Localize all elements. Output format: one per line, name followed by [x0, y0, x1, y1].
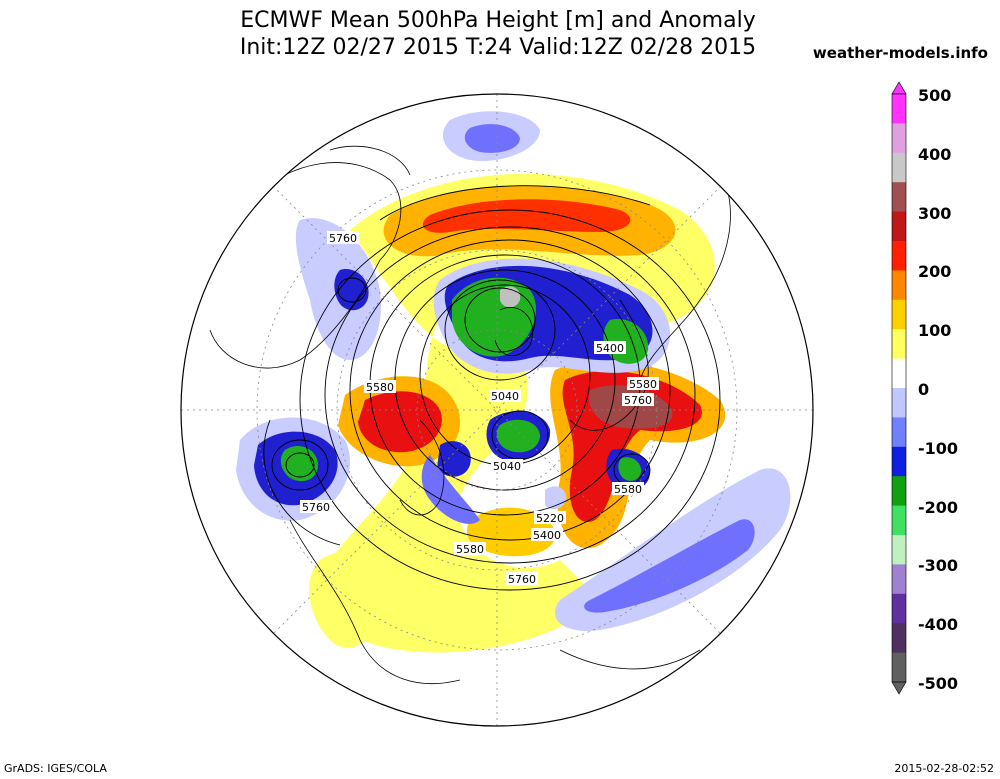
colorbar-cell [892, 358, 906, 389]
colorbar-tick-label: -200 [918, 497, 959, 517]
colorbar-cell [892, 652, 906, 683]
svg-text:5040: 5040 [493, 460, 521, 473]
contour-label: 5580 [454, 542, 486, 556]
contour-label: 5580 [612, 482, 644, 496]
svg-text:5400: 5400 [596, 342, 624, 355]
colorbar-cell [892, 329, 906, 360]
colorbar-tick-label: 400 [918, 144, 952, 164]
colorbar-tick-label: -500 [918, 674, 959, 693]
colorbar-cell [892, 623, 906, 654]
map-subtitle: Init:12Z 02/27 2015 T:24 Valid:12Z 02/28… [239, 35, 757, 60]
colorbar-cell [892, 299, 906, 330]
contour-label: 5220 [534, 511, 566, 525]
colorbar-tick-label: 100 [918, 321, 952, 341]
colorbar-cell [892, 211, 906, 242]
colorbar-cell [892, 417, 906, 448]
graticule [181, 94, 813, 726]
svg-text:5580: 5580 [456, 543, 484, 556]
colorbar-cell [892, 123, 906, 154]
colorbar-cell [892, 593, 906, 624]
colorbar-cell [892, 446, 906, 477]
colorbar-tick-label: -400 [918, 615, 959, 635]
colorbar-cell [892, 94, 906, 124]
contour-label: 5040 [489, 389, 521, 403]
contour-label: 5400 [594, 341, 626, 355]
colorbar-cell [892, 505, 906, 536]
colorbar-cell [892, 564, 906, 595]
svg-text:5040: 5040 [491, 390, 519, 403]
contour-label: 5760 [327, 231, 359, 245]
svg-text:5580: 5580 [366, 381, 394, 394]
contour-label: 5040 [491, 459, 523, 473]
colorbar-tick-label: 0 [918, 380, 930, 399]
colorbar-cell [892, 535, 906, 565]
contour-label: 5760 [506, 572, 538, 586]
contour-label: 5760 [300, 500, 332, 514]
contour-label-group: 5760 5580 5400 5580 5760 5040 5040 5220 5400 5580… [300, 231, 659, 586]
footer-right: 2015-02-28-02:52 [894, 762, 994, 775]
colorbar-cell [892, 476, 906, 507]
colorbar-bottom-arrow [891, 681, 907, 695]
contour-label: 5580 [364, 380, 396, 394]
colorbar-tick-label: -100 [918, 438, 959, 458]
colorbar-cell [892, 270, 906, 301]
map-boundary [180, 93, 814, 727]
colorbar [891, 81, 907, 695]
contour-label: 5760 [622, 393, 654, 407]
colorbar-cell [892, 241, 906, 271]
colorbar-tick-label: 200 [918, 262, 952, 282]
svg-text:5760: 5760 [508, 573, 536, 586]
site-label: weather-models.info [812, 44, 988, 62]
svg-text:5220: 5220 [536, 512, 564, 525]
svg-text:5760: 5760 [624, 394, 652, 407]
svg-text:5400: 5400 [533, 529, 561, 542]
svg-text:5760: 5760 [302, 501, 330, 514]
footer-left: GrADS: IGES/COLA [4, 762, 107, 775]
colorbar-top-arrow [891, 81, 907, 95]
colorbar-tick-label: 300 [918, 203, 952, 223]
colorbar-tick-label: -300 [918, 556, 959, 576]
svg-text:5760: 5760 [329, 232, 357, 245]
colorbar-tick-label: 500 [918, 86, 952, 105]
map-title: ECMWF Mean 500hPa Height [m] and Anomaly [240, 8, 756, 33]
colorbar-cell [892, 152, 906, 183]
contour-label: 5580 [627, 377, 659, 391]
colorbar-cell [892, 388, 906, 418]
contour-label: 5400 [531, 528, 563, 542]
colorbar-cell [892, 182, 906, 213]
svg-text:5580: 5580 [629, 378, 657, 391]
svg-text:5580: 5580 [614, 483, 642, 496]
